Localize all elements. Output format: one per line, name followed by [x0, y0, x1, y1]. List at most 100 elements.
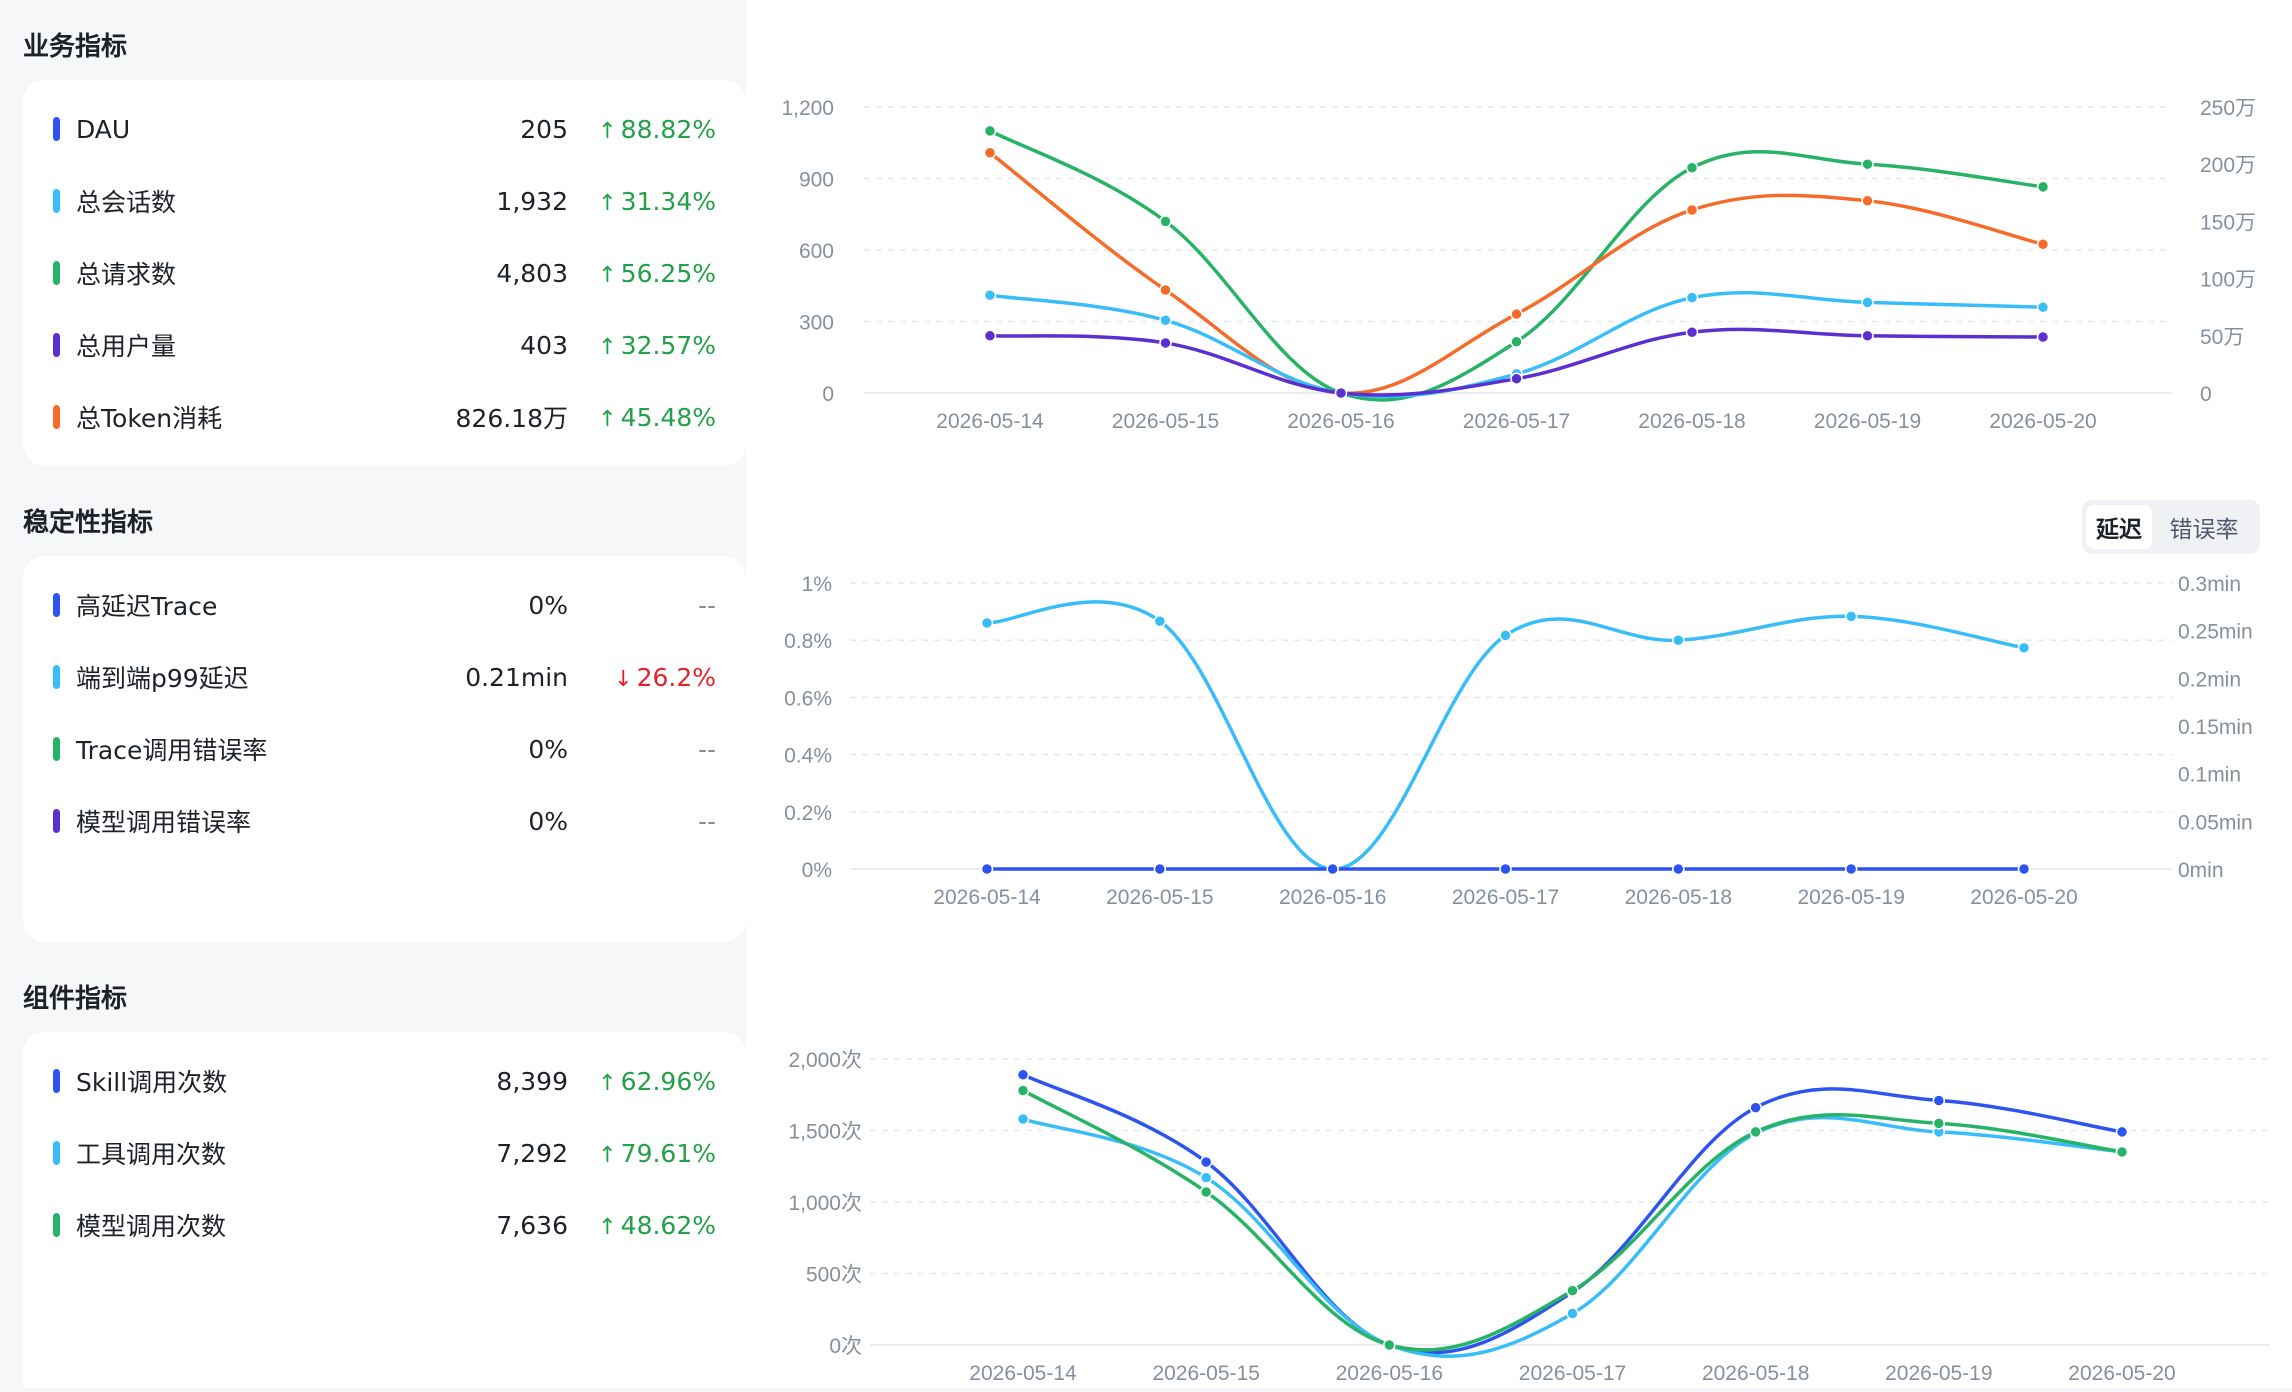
x-tick-label: 2026-05-15 — [1112, 410, 1219, 433]
data-point[interactable] — [1510, 335, 1523, 349]
y2-tick-label: 0.05min — [2178, 811, 2253, 834]
metric-label: 端到端p99延迟 — [76, 664, 249, 693]
x-tick-label: 2026-05-14 — [969, 1362, 1077, 1385]
legend-color-marker — [53, 1213, 60, 1237]
legend-color-marker — [53, 189, 60, 213]
data-point[interactable] — [1326, 862, 1339, 876]
x-tick-label: 2026-05-17 — [1463, 410, 1570, 433]
data-point[interactable] — [1016, 1112, 1030, 1126]
data-point[interactable] — [1334, 386, 1348, 400]
business-chart-panel: 0 300 600 900 1,200 0 50万 100万 150万 200万 250万 2026-… — [746, 0, 2292, 476]
data-point[interactable] — [1199, 1185, 1213, 1199]
metric-change-value: -- — [697, 806, 716, 836]
metric-row[interactable]: 总Token消耗 826.18万 ↑ 45.48% — [53, 397, 716, 437]
legend-color-marker — [53, 1069, 60, 1093]
data-point[interactable] — [1932, 1117, 1946, 1130]
data-point[interactable] — [2115, 1145, 2129, 1159]
data-point[interactable] — [1861, 296, 1874, 309]
data-point[interactable] — [1159, 314, 1172, 327]
data-point[interactable] — [1844, 862, 1858, 876]
y2-tick-label: 250万 — [2200, 97, 2256, 120]
data-point[interactable] — [1153, 862, 1167, 876]
data-point[interactable] — [2036, 180, 2050, 194]
stability-metrics-card: 高延迟Trace 0% -- 端到端p99延迟 0.21min ↓ 26.2% Trace调用… — [23, 556, 746, 942]
data-point[interactable] — [1566, 1307, 1579, 1320]
y-tick-label: 0% — [802, 859, 832, 882]
metric-row[interactable]: 总请求数 4,803 ↑ 56.25% — [53, 253, 716, 293]
y2-tick-label: 0.2min — [2178, 668, 2241, 691]
data-point[interactable] — [1510, 372, 1523, 385]
arrow-up-icon: ↑ — [598, 334, 617, 360]
metric-row[interactable]: 高延迟Trace 0% -- — [53, 585, 716, 625]
y2-tick-label: 50万 — [2200, 326, 2244, 349]
metric-value: 8,399 — [496, 1066, 568, 1096]
data-point[interactable] — [1672, 633, 1685, 647]
data-point[interactable] — [1685, 291, 1699, 304]
data-point[interactable] — [1499, 862, 1512, 876]
metric-row[interactable]: Skill调用次数 8,399 ↑ 62.96% — [53, 1061, 716, 1101]
y-tick-label: 600 — [799, 240, 834, 263]
data-point[interactable] — [1199, 1171, 1213, 1184]
latency-error-toggle[interactable]: 延迟 错误率 — [2082, 500, 2260, 554]
data-point[interactable] — [1685, 161, 1699, 175]
metric-row[interactable]: 端到端p99延迟 0.21min ↓ 26.2% — [53, 657, 716, 697]
data-point[interactable] — [2036, 300, 2050, 314]
data-point[interactable] — [1844, 610, 1858, 623]
data-point[interactable] — [1016, 1068, 1030, 1081]
data-point[interactable] — [983, 124, 997, 138]
data-point[interactable] — [1566, 1284, 1579, 1297]
data-point[interactable] — [980, 862, 994, 876]
data-point[interactable] — [2017, 641, 2031, 655]
data-point[interactable] — [1159, 336, 1172, 350]
metric-row[interactable]: Trace调用错误率 0% -- — [53, 729, 716, 769]
metric-row[interactable]: 总会话数 1,932 ↑ 31.34% — [53, 181, 716, 221]
metric-row[interactable]: DAU 205 ↑ 88.82% — [53, 109, 716, 149]
legend-color-marker — [53, 117, 60, 141]
data-point[interactable] — [1159, 215, 1172, 228]
data-point[interactable] — [1383, 1338, 1396, 1352]
data-point[interactable] — [1672, 862, 1685, 876]
data-point[interactable] — [983, 289, 997, 302]
data-point[interactable] — [1016, 1084, 1030, 1097]
data-point[interactable] — [2036, 238, 2050, 251]
data-point[interactable] — [1499, 629, 1512, 642]
data-point[interactable] — [980, 616, 994, 630]
metric-label: 工具调用次数 — [76, 1140, 227, 1169]
metric-label: DAU — [76, 114, 131, 144]
x-tick-label: 2026-05-19 — [1885, 1362, 1992, 1385]
data-point[interactable] — [1685, 325, 1699, 339]
legend-color-marker — [53, 809, 60, 833]
data-point[interactable] — [1749, 1125, 1762, 1139]
x-tick-label: 2026-05-18 — [1638, 410, 1745, 433]
metric-row[interactable]: 工具调用次数 7,292 ↑ 79.61% — [53, 1133, 716, 1173]
data-point[interactable] — [1685, 203, 1699, 217]
toggle-latency[interactable]: 延迟 — [2086, 505, 2152, 549]
data-point[interactable] — [2017, 862, 2031, 876]
data-point[interactable] — [2036, 330, 2050, 344]
arrow-up-icon: ↑ — [598, 118, 617, 144]
legend-color-marker — [53, 405, 60, 429]
data-point[interactable] — [1932, 1094, 1946, 1107]
arrow-up-icon: ↑ — [598, 1214, 617, 1240]
toggle-error-rate[interactable]: 错误率 — [2169, 517, 2239, 543]
metric-row[interactable]: 模型调用错误率 0% -- — [53, 801, 716, 841]
metric-row[interactable]: 模型调用次数 7,636 ↑ 48.62% — [53, 1205, 716, 1245]
data-point[interactable] — [983, 146, 997, 160]
component-line-chart: 0次 500次 1,000次 1,500次 2,000次 2026-05-14 2026-0… — [788, 1049, 2270, 1385]
data-point[interactable] — [1749, 1101, 1762, 1114]
metric-row[interactable]: 总用户量 403 ↑ 32.57% — [53, 325, 716, 365]
data-point[interactable] — [2115, 1125, 2129, 1139]
data-point[interactable] — [1199, 1155, 1213, 1169]
legend-color-marker — [53, 593, 60, 617]
data-point[interactable] — [1510, 307, 1523, 321]
data-point[interactable] — [1861, 194, 1874, 208]
data-point[interactable] — [1159, 283, 1172, 297]
data-point[interactable] — [1861, 329, 1874, 343]
business-metrics-card: DAU 205 ↑ 88.82% 总会话数 1,932 ↑ 31.34% 总请求数 4,803 ↑ 5… — [23, 80, 746, 466]
y-tick-label: 0.6% — [784, 687, 832, 710]
metric-value: 7,292 — [496, 1138, 568, 1168]
metric-change-value: 45.48% — [620, 402, 716, 432]
data-point[interactable] — [1861, 157, 1874, 171]
data-point[interactable] — [983, 329, 997, 343]
data-point[interactable] — [1153, 614, 1167, 628]
